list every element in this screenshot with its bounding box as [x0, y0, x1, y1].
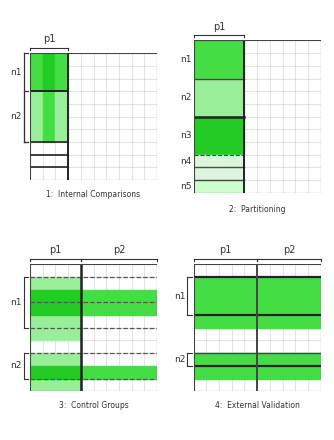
Text: n1: n1: [10, 68, 22, 77]
Bar: [30, 91, 43, 104]
Bar: [30, 353, 81, 366]
Bar: [30, 53, 43, 66]
Bar: [194, 129, 244, 142]
Bar: [55, 66, 68, 78]
Text: n3: n3: [180, 131, 192, 140]
Bar: [30, 315, 81, 328]
Bar: [30, 366, 81, 378]
Bar: [194, 117, 244, 129]
Bar: [30, 129, 43, 142]
Text: n2: n2: [180, 93, 192, 102]
Bar: [55, 91, 68, 104]
Text: p1: p1: [219, 246, 232, 256]
Text: 3:  Control Groups: 3: Control Groups: [59, 401, 128, 411]
Bar: [55, 104, 68, 117]
Text: n1: n1: [180, 55, 192, 64]
Bar: [194, 366, 321, 378]
Bar: [43, 66, 55, 78]
Bar: [194, 66, 244, 78]
Text: 2:  Partitioning: 2: Partitioning: [229, 205, 286, 214]
Text: n2: n2: [10, 361, 22, 370]
Bar: [43, 91, 55, 104]
Bar: [30, 290, 81, 302]
Bar: [30, 78, 43, 91]
Bar: [55, 78, 68, 91]
Bar: [194, 167, 244, 180]
Text: n2: n2: [10, 112, 22, 121]
Text: p1: p1: [213, 22, 225, 32]
Bar: [194, 277, 321, 290]
Text: p2: p2: [113, 246, 125, 256]
Bar: [194, 78, 244, 91]
Bar: [194, 290, 321, 302]
Bar: [194, 353, 321, 366]
Bar: [194, 315, 321, 328]
Bar: [194, 302, 321, 315]
Bar: [81, 290, 157, 302]
Text: p2: p2: [283, 246, 295, 256]
Bar: [194, 40, 244, 53]
Text: 1:  Internal Comparisons: 1: Internal Comparisons: [46, 190, 141, 199]
Bar: [30, 117, 43, 129]
Text: n1: n1: [10, 298, 22, 307]
Bar: [30, 104, 43, 117]
Bar: [194, 91, 244, 104]
Bar: [43, 78, 55, 91]
Bar: [55, 117, 68, 129]
Text: n2: n2: [174, 355, 185, 364]
Bar: [55, 53, 68, 66]
Bar: [194, 180, 244, 193]
Bar: [194, 53, 244, 66]
Text: 4:  External Validation: 4: External Validation: [215, 401, 300, 411]
Text: p1: p1: [49, 246, 62, 256]
Bar: [81, 302, 157, 315]
Bar: [43, 117, 55, 129]
Text: n4: n4: [180, 157, 192, 165]
Bar: [194, 155, 244, 167]
Bar: [194, 142, 244, 155]
Bar: [43, 104, 55, 117]
Bar: [43, 53, 55, 66]
Text: p1: p1: [43, 34, 55, 44]
Bar: [30, 302, 81, 315]
Bar: [194, 104, 244, 117]
Bar: [30, 66, 43, 78]
Text: n5: n5: [180, 182, 192, 191]
Bar: [30, 277, 81, 290]
Bar: [30, 328, 81, 341]
Text: n1: n1: [174, 292, 185, 301]
Bar: [55, 129, 68, 142]
Bar: [81, 366, 157, 378]
Bar: [43, 129, 55, 142]
Bar: [30, 378, 81, 391]
